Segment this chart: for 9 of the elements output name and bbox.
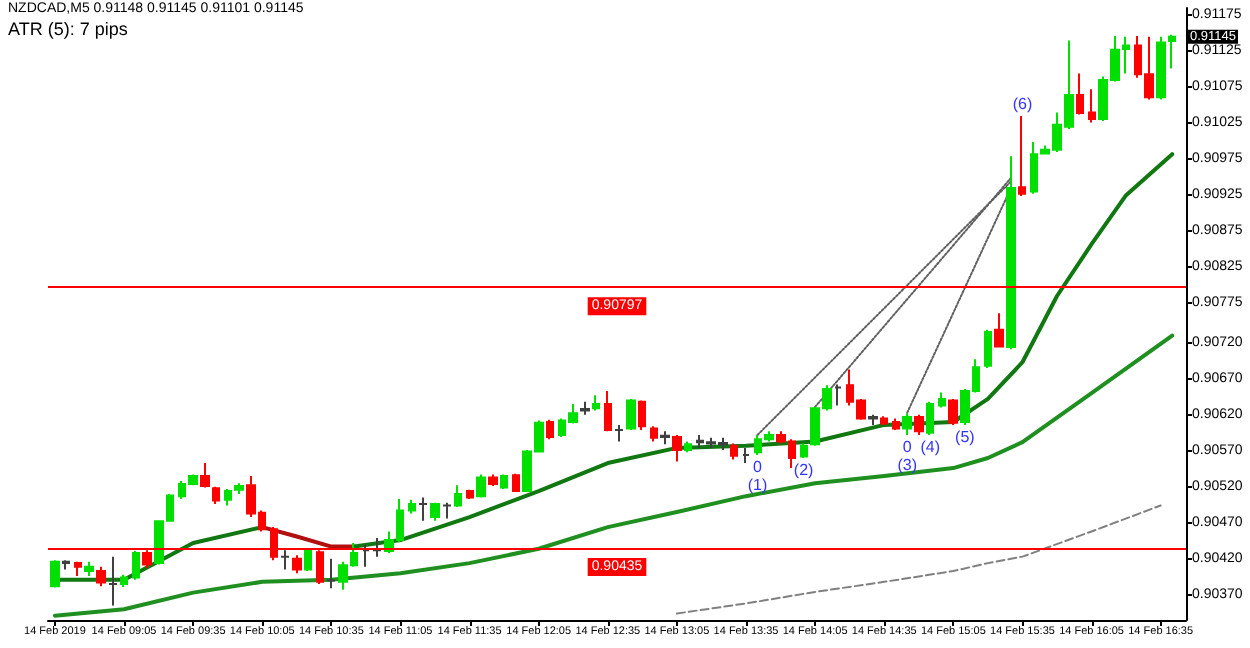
annotation: (2) [793, 461, 815, 479]
annotation: (6) [1012, 95, 1033, 113]
annotation: 0 [902, 437, 913, 456]
annotation: (4) [920, 437, 941, 456]
annotation: (3) [897, 455, 918, 474]
annotation: (5) [955, 427, 976, 446]
text: ATR (5): 7 pips [8, 19, 129, 39]
annotation: (1) [747, 476, 768, 495]
annotation: 0 [753, 458, 764, 477]
